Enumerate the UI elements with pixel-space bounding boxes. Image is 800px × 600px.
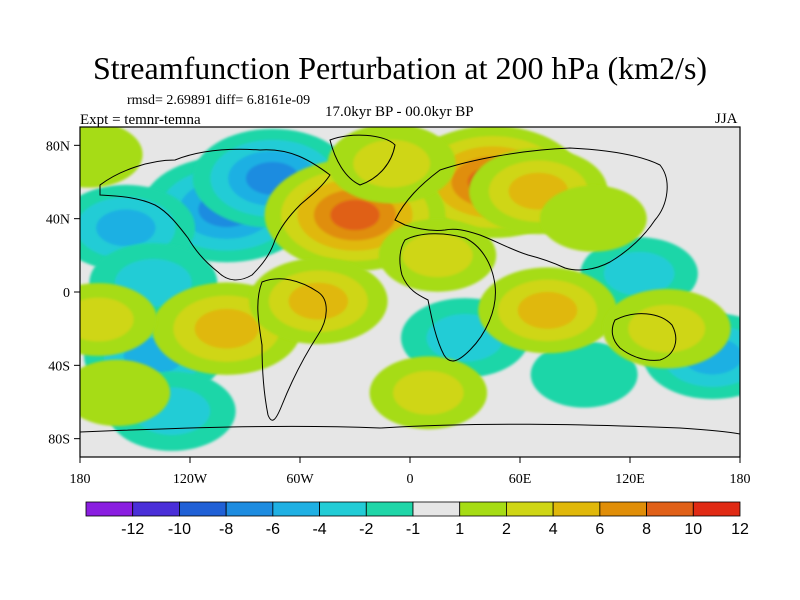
lat-label: 0 bbox=[63, 286, 70, 301]
colorbar-tick-label: -2 bbox=[359, 521, 373, 538]
south-indian-low bbox=[530, 341, 638, 408]
arctic-atlantic-high-contour bbox=[353, 139, 431, 188]
colorbar-tick-label: 1 bbox=[455, 521, 464, 538]
tropical-east-pacific-high bbox=[80, 283, 158, 356]
antarctic-high bbox=[369, 356, 488, 430]
north-africa-high bbox=[378, 218, 497, 292]
lon-label: 0 bbox=[407, 472, 414, 487]
colorbar-swatch bbox=[412, 501, 461, 517]
bering-high bbox=[80, 127, 143, 188]
colorbar-tick-label: 6 bbox=[595, 521, 604, 538]
lat-label: 80N bbox=[46, 139, 70, 154]
lat-label: 80S bbox=[48, 433, 70, 448]
axis-ticks bbox=[74, 144, 741, 463]
lon-label: 60E bbox=[509, 472, 532, 487]
arctic-atlantic-high bbox=[327, 127, 456, 204]
colorbar-swatch bbox=[132, 501, 180, 517]
coast-australia bbox=[611, 313, 677, 361]
colorbar-tick-label: 12 bbox=[731, 521, 749, 538]
indian-ocean-high-contour bbox=[517, 291, 578, 329]
lat-label: 40N bbox=[46, 213, 70, 228]
lon-label: 180 bbox=[70, 472, 91, 487]
colorbar-swatch bbox=[85, 501, 134, 517]
asia-high bbox=[539, 185, 647, 252]
tropical-east-pacific-high-contour bbox=[80, 297, 134, 342]
colorbar-swatch bbox=[365, 501, 414, 517]
colorbar-labels: -12 -10 -8 -6 -4 -2 -1 1 2 4 6 8 10 12 bbox=[121, 521, 749, 538]
south-indian-low-contour bbox=[530, 341, 638, 408]
west-pacific-low-contour bbox=[603, 251, 675, 296]
bering-high-contour bbox=[80, 127, 143, 188]
south-america-high-contour bbox=[194, 308, 259, 349]
coast-greenland bbox=[329, 134, 396, 186]
coast-south-america bbox=[257, 278, 327, 421]
colorbar-tick-label: -4 bbox=[312, 521, 326, 538]
colorbar-tick-label: -12 bbox=[121, 521, 144, 538]
colorbar-tick-label: -8 bbox=[219, 521, 233, 538]
south-pacific-high-contour bbox=[80, 359, 171, 426]
colorbar-swatch bbox=[272, 501, 320, 517]
colorbar bbox=[85, 501, 741, 517]
hudson-bay-low bbox=[192, 128, 353, 228]
north-africa-high-contour bbox=[402, 233, 473, 278]
colorbar-tick-label: -1 bbox=[406, 521, 420, 538]
colorbar-tick-label: 8 bbox=[642, 521, 651, 538]
coastlines bbox=[80, 134, 740, 435]
colorbar-tick-label: -6 bbox=[266, 521, 280, 538]
map-title: Streamfunction Perturbation at 200 hPa (… bbox=[92, 50, 708, 86]
colorbar-swatch bbox=[179, 501, 227, 517]
asia-high-contour bbox=[539, 185, 647, 252]
colorbar-swatch bbox=[552, 501, 601, 517]
colorbar-swatch bbox=[319, 501, 367, 517]
central-atlantic-high bbox=[249, 258, 388, 345]
colorbar-swatch bbox=[225, 501, 274, 517]
australia-high bbox=[602, 288, 731, 369]
colorbar-tick-label: 4 bbox=[549, 521, 558, 538]
lon-label: 180 bbox=[730, 472, 751, 487]
antarctic-high-contour bbox=[393, 370, 464, 415]
lon-label: 120W bbox=[173, 472, 208, 487]
lon-label: 120E bbox=[615, 472, 645, 487]
colorbar-swatch bbox=[459, 501, 507, 517]
colorbar-swatch bbox=[506, 501, 554, 517]
indian-ocean-high bbox=[478, 267, 617, 354]
coast-north-america bbox=[99, 148, 331, 281]
coast-eurasia bbox=[394, 147, 668, 271]
period-label: 17.0kyr BP - 00.0kyr BP bbox=[325, 104, 474, 120]
south-pacific-high bbox=[80, 359, 171, 426]
axis-labels: 80N 40N 0 40S 80S 180 120W 60W 0 60E 120E 180 bbox=[46, 139, 751, 487]
season-label: JJA bbox=[715, 111, 738, 127]
coast-antarctica bbox=[80, 423, 740, 435]
colorbar-tick-label: 10 bbox=[684, 521, 702, 538]
colorbar-tick-label: -10 bbox=[168, 521, 191, 538]
australia-high-contour bbox=[628, 304, 706, 353]
coast-africa bbox=[399, 233, 496, 362]
stats-text: rmsd= 2.69891 diff= 6.8161e-09 bbox=[127, 93, 311, 108]
colorbar-swatch bbox=[599, 501, 647, 517]
colorbar-swatch bbox=[692, 501, 741, 517]
north-atlantic-high-contour bbox=[330, 199, 380, 231]
streamfunction-field bbox=[80, 127, 740, 451]
lat-label: 40S bbox=[48, 359, 70, 374]
central-atlantic-high-contour bbox=[288, 282, 349, 320]
experiment-label: Expt = temnr-temna bbox=[80, 112, 201, 128]
north-pacific-low-contour bbox=[96, 209, 156, 247]
colorbar-swatch bbox=[646, 501, 694, 517]
colorbar-tick-label: 2 bbox=[502, 521, 511, 538]
lon-label: 60W bbox=[286, 472, 314, 487]
